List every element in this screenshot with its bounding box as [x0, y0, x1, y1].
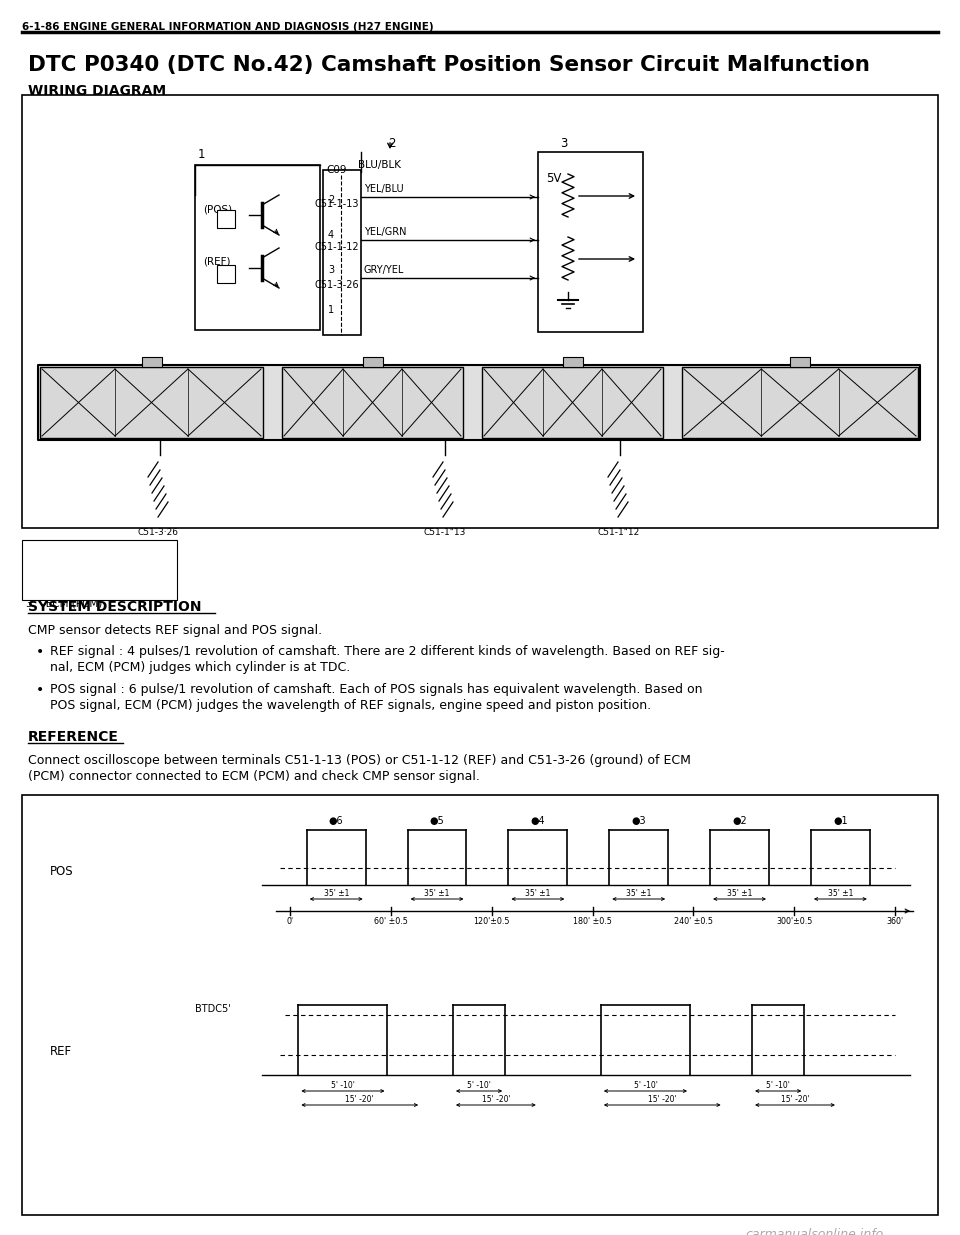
Text: 360': 360'	[886, 918, 903, 926]
Bar	[682, 367, 918, 438]
Text: 0': 0'	[286, 918, 294, 926]
Text: WIRING DIAGRAM: WIRING DIAGRAM	[28, 84, 166, 98]
Bar	[217, 266, 235, 283]
Text: (REF): (REF)	[203, 256, 230, 266]
Text: C51-3-26: C51-3-26	[314, 280, 359, 290]
Text: 5' -10': 5' -10'	[634, 1081, 658, 1091]
Bar	[22, 795, 938, 1215]
Text: •: •	[36, 645, 44, 659]
Text: 15' -20': 15' -20'	[482, 1095, 510, 1104]
Text: ●6: ●6	[329, 816, 344, 826]
Text: 1: 1	[328, 305, 334, 315]
Text: 35' ±1: 35' ±1	[324, 889, 348, 898]
Text: 35' ±1: 35' ±1	[626, 889, 652, 898]
Bar	[22, 540, 177, 600]
Bar	[790, 357, 810, 367]
Text: ●5: ●5	[430, 816, 444, 826]
Text: 6-1-86 ENGINE GENERAL INFORMATION AND DIAGNOSIS (H27 ENGINE): 6-1-86 ENGINE GENERAL INFORMATION AND DI…	[22, 22, 434, 32]
Text: 60' ±0.5: 60' ±0.5	[373, 918, 408, 926]
Text: C51-1"12: C51-1"12	[598, 529, 640, 537]
Bar	[563, 357, 583, 367]
Text: 5' -10': 5' -10'	[766, 1081, 790, 1091]
Text: ●3: ●3	[632, 816, 646, 826]
Text: 240' ±0.5: 240' ±0.5	[674, 918, 713, 926]
Text: 35' ±1: 35' ±1	[525, 889, 551, 898]
Text: SYSTEM DESCRIPTION: SYSTEM DESCRIPTION	[28, 600, 202, 614]
Text: C51-1"13: C51-1"13	[423, 529, 466, 537]
Text: 2: 2	[388, 137, 396, 149]
Text: 3: 3	[328, 266, 334, 275]
Text: 35' ±1: 35' ±1	[828, 889, 853, 898]
Text: 5' -10': 5' -10'	[331, 1081, 355, 1091]
Text: •: •	[36, 683, 44, 697]
Text: carmanualsonline.info: carmanualsonline.info	[745, 1228, 883, 1235]
Text: POS: POS	[50, 864, 74, 878]
Bar	[195, 165, 320, 330]
Text: BTDC5': BTDC5'	[195, 1004, 230, 1014]
Text: (POS): (POS)	[203, 205, 232, 215]
Bar	[217, 210, 235, 228]
Text: REF: REF	[50, 1045, 72, 1058]
Text: POS signal, ECM (PCM) judges the wavelength of REF signals, engine speed and pis: POS signal, ECM (PCM) judges the wavelen…	[50, 699, 651, 713]
Bar	[323, 170, 361, 335]
Text: Connect oscilloscope between terminals C51-1-13 (POS) or C51-1-12 (REF) and C51-: Connect oscilloscope between terminals C…	[28, 755, 691, 767]
Text: 120'±0.5: 120'±0.5	[473, 918, 510, 926]
Text: ●1: ●1	[833, 816, 848, 826]
Text: ●2: ●2	[732, 816, 747, 826]
Text: C51-1-12: C51-1-12	[314, 242, 359, 252]
Text: 15' -20': 15' -20'	[346, 1095, 374, 1104]
Text: REFERENCE: REFERENCE	[28, 730, 119, 743]
Text: 3: 3	[560, 137, 567, 149]
Text: DTC P0340 (DTC No.42) Camshaft Position Sensor Circuit Malfunction: DTC P0340 (DTC No.42) Camshaft Position …	[28, 56, 870, 75]
Bar	[482, 367, 663, 438]
Text: (PCM) connector connected to ECM (PCM) and check CMP sensor signal.: (PCM) connector connected to ECM (PCM) a…	[28, 769, 480, 783]
Text: BLU/BLK: BLU/BLK	[358, 161, 401, 170]
Text: 4: 4	[328, 230, 334, 240]
Text: 35' ±1: 35' ±1	[727, 889, 753, 898]
Text: GRY/YEL: GRY/YEL	[364, 266, 404, 275]
Text: 5' -10': 5' -10'	[468, 1081, 491, 1091]
Bar	[538, 152, 643, 332]
Text: C51-3·26: C51-3·26	[138, 529, 179, 537]
Text: 15' -20': 15' -20'	[648, 1095, 677, 1104]
Text: 2: 2	[328, 195, 334, 205]
Text: ●4: ●4	[531, 816, 545, 826]
Text: 1: 1	[198, 148, 205, 161]
Text: YEL/BLU: YEL/BLU	[364, 184, 403, 194]
Text: 1.   CMP sensor: 1. CMP sensor	[26, 562, 107, 572]
Text: C51-1-13: C51-1-13	[315, 199, 359, 209]
Text: YEL/GRN: YEL/GRN	[364, 227, 406, 237]
Text: 300'±0.5: 300'±0.5	[776, 918, 812, 926]
Text: 35' ±1: 35' ±1	[424, 889, 449, 898]
Text: 3.   ECM (PCM): 3. ECM (PCM)	[26, 598, 103, 608]
Text: 5V: 5V	[546, 172, 562, 185]
Text: C09: C09	[326, 165, 347, 175]
Text: 180' ±0.5: 180' ±0.5	[573, 918, 612, 926]
Text: POS signal : 6 pulse/1 revolution of camshaft. Each of POS signals has equivalen: POS signal : 6 pulse/1 revolution of cam…	[50, 683, 703, 697]
Text: REF signal : 4 pulses/1 revolution of camshaft. There are 2 different kinds of w: REF signal : 4 pulses/1 revolution of ca…	[50, 645, 725, 658]
Bar	[38, 366, 920, 440]
Text: CMP sensor detects REF signal and POS signal.: CMP sensor detects REF signal and POS si…	[28, 624, 323, 637]
Bar	[141, 357, 161, 367]
Bar	[22, 95, 938, 529]
Text: nal, ECM (PCM) judges which cylinder is at TDC.: nal, ECM (PCM) judges which cylinder is …	[50, 661, 350, 674]
Text: 15' -20': 15' -20'	[780, 1095, 809, 1104]
Bar	[40, 367, 263, 438]
Bar	[282, 367, 463, 438]
Bar	[363, 357, 382, 367]
Text: 2.   To main relay: 2. To main relay	[26, 580, 115, 590]
